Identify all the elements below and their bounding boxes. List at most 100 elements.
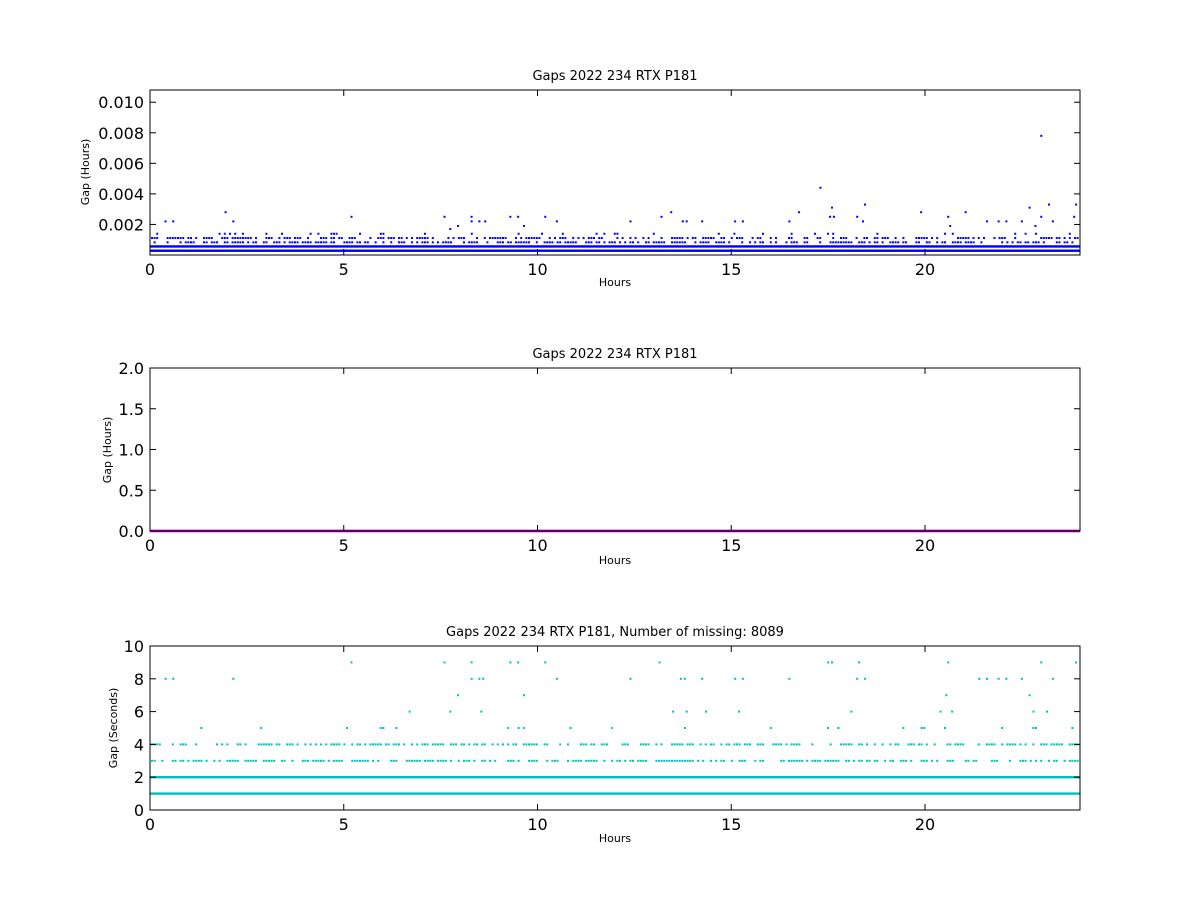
- gap-point: [385, 743, 387, 746]
- x-tick-label: 5: [339, 536, 349, 555]
- gap-point: [738, 759, 741, 762]
- gap-point: [1035, 232, 1037, 235]
- gap-point: [951, 232, 954, 235]
- y-tick-label: 0.004: [98, 185, 144, 204]
- gap-point: [437, 759, 439, 762]
- x-tick-label: 5: [339, 815, 349, 834]
- gap-point: [265, 237, 268, 240]
- gap-point: [894, 743, 897, 746]
- gap-point: [816, 237, 819, 240]
- gap-outlier-point: [1005, 220, 1008, 223]
- gap-point: [239, 237, 242, 240]
- gap-point: [213, 759, 216, 762]
- gap-outlier-point: [679, 677, 682, 680]
- data-points: [150, 661, 1080, 795]
- gap-point: [923, 727, 926, 729]
- gap-point: [1014, 743, 1017, 746]
- gap-point: [577, 759, 580, 762]
- gap-point: [873, 237, 876, 240]
- gap-outlier-point: [443, 215, 446, 218]
- gap-point: [431, 237, 434, 240]
- gap-point: [530, 237, 533, 240]
- gap-outlier-point: [544, 215, 547, 218]
- gap-point: [377, 759, 380, 762]
- gap-point: [678, 759, 681, 762]
- gap-point: [608, 241, 611, 244]
- y-tick-label: 6: [134, 703, 144, 722]
- gap-point: [299, 237, 302, 240]
- gap-point: [507, 727, 510, 729]
- plot-frame: [149, 367, 1081, 532]
- gap-point: [611, 241, 614, 244]
- gap-point: [897, 743, 900, 746]
- gap-point: [1001, 241, 1004, 244]
- gap-point: [403, 743, 406, 746]
- gap-point: [941, 241, 944, 244]
- gap-outlier-point: [172, 220, 175, 223]
- plot-frame: [149, 645, 1081, 811]
- gap-level-band: [150, 249, 1080, 252]
- gap-point: [1003, 237, 1006, 240]
- gap-point: [915, 241, 918, 244]
- gap-point: [673, 237, 676, 240]
- gap-point: [689, 743, 692, 746]
- gap-point: [431, 241, 434, 244]
- gap-point: [317, 232, 320, 235]
- gap-point: [730, 237, 733, 240]
- gap-point: [988, 743, 991, 746]
- gap-point: [678, 241, 681, 244]
- gap-point: [946, 759, 949, 762]
- gap-point: [392, 759, 395, 762]
- gap-point: [192, 241, 195, 244]
- gap-point: [366, 241, 369, 244]
- x-axis-label: Hours: [599, 276, 631, 289]
- gap-point: [559, 743, 562, 746]
- gap-point: [1011, 743, 1014, 746]
- gap-point: [759, 237, 762, 240]
- gap-point: [346, 727, 348, 729]
- gap-point: [1032, 241, 1035, 244]
- gap-outlier-point: [232, 220, 235, 223]
- gap-point: [247, 759, 250, 762]
- gap-point: [946, 743, 949, 746]
- gap-point: [803, 241, 806, 244]
- gap-point: [504, 237, 507, 240]
- gap-point: [587, 237, 590, 240]
- gap-point: [177, 237, 179, 240]
- gap-point: [239, 241, 242, 244]
- gap-point: [951, 241, 954, 244]
- gap-point: [431, 759, 434, 762]
- gap-point: [860, 241, 863, 244]
- gap-point: [340, 759, 343, 762]
- gap-point: [954, 241, 957, 244]
- gap-point: [379, 232, 382, 235]
- gap-point: [182, 759, 185, 762]
- gap-outlier-point: [997, 677, 1000, 680]
- gap-point: [665, 759, 668, 762]
- gap-point: [652, 232, 655, 235]
- gap-point: [1068, 232, 1071, 235]
- gap-point: [249, 759, 252, 762]
- gap-point: [502, 237, 504, 240]
- gap-point: [281, 759, 283, 762]
- gap-point: [463, 759, 465, 762]
- gap-point: [977, 743, 980, 746]
- gap-outlier-point: [1020, 220, 1023, 223]
- gap-outlier-point: [947, 215, 950, 218]
- gap-point: [353, 237, 356, 240]
- gap-point: [1042, 743, 1045, 746]
- gap-point: [873, 759, 876, 762]
- gap-point: [967, 759, 970, 762]
- gap-point: [525, 237, 528, 240]
- gap-point: [260, 727, 263, 729]
- gap-point: [897, 241, 900, 244]
- x-axis-label: Hours: [599, 554, 631, 567]
- gap-point: [850, 743, 853, 746]
- gap-point: [642, 759, 645, 762]
- x-tick-label: 10: [527, 260, 547, 279]
- y-tick-label: 8: [134, 670, 144, 689]
- gap-point: [392, 743, 395, 746]
- gap-point: [320, 241, 322, 244]
- gap-point: [684, 759, 686, 762]
- gap-point: [689, 759, 692, 762]
